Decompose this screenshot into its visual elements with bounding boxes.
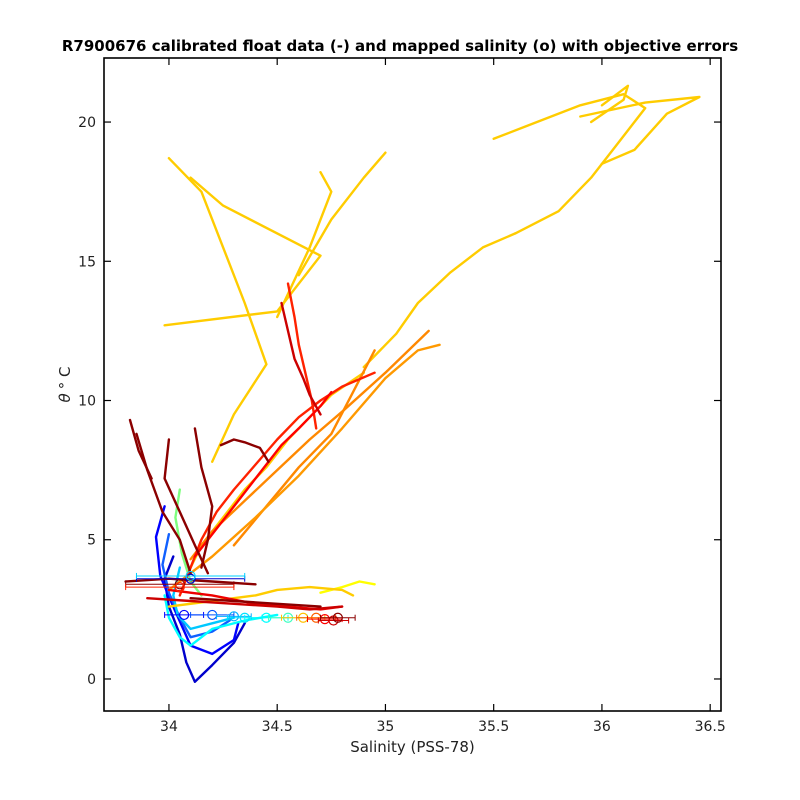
mapped-point-12 [135,570,246,582]
profile-line-25 [146,597,344,611]
mapped-point-2 [216,611,252,622]
y-axis-unit: ° C [56,367,74,390]
profile-line-9 [163,176,322,327]
profile-line-21 [286,282,318,430]
x-tick-label-0: 34 [160,719,178,735]
chart-title: R7900676 calibrated float data (-) and m… [62,37,738,55]
x-axis: 34 34.5 35 35.5 36 36.5 [160,58,726,735]
profile-line-17 [189,329,430,561]
profile-line-22 [193,391,333,558]
mapped-point-14 [125,581,235,593]
y-axis-symbol: θ [56,393,74,402]
plot-frame [103,57,722,712]
y-axis: 0 5 10 15 20 [78,115,721,688]
y-tick-label-3: 15 [78,254,96,270]
profile-line-10 [167,156,268,463]
profile-line-29 [219,438,270,463]
y-tick-label-0: 0 [87,672,96,688]
profile-line-28 [193,427,214,569]
series-layer [124,84,701,683]
profile-line-27 [163,438,210,575]
profile-line-7 [167,585,355,608]
mapped-points-layer [125,570,356,626]
profile-line-6 [319,580,376,594]
profile-line-30 [128,418,153,480]
mapped-point-10 [319,612,356,623]
y-tick-label-2: 10 [78,394,96,410]
y-tick-label-4: 20 [78,115,96,131]
profile-line-16 [589,84,630,124]
x-tick-label-4: 36 [593,719,611,735]
y-axis-label: θ ° C [56,367,74,403]
profile-line-15 [579,95,701,166]
x-tick-label-3: 35.5 [478,719,509,735]
profile-line-12 [297,151,387,277]
profile-line-32 [189,597,322,608]
profile-line-13 [362,232,517,369]
profile-line-19 [167,343,441,592]
y-tick-label-1: 5 [87,533,96,549]
x-tick-label-1: 34.5 [262,719,293,735]
x-axis-label: Salinity (PSS-78) [350,738,475,756]
profile-line-1 [154,505,240,656]
profile-line-26 [135,432,192,575]
profile-line-11 [276,170,333,319]
profile-line-24 [280,301,322,416]
mapped-point-1 [190,609,235,621]
x-tick-label-2: 35 [377,719,395,735]
profile-line-14 [492,92,647,235]
x-tick-label-5: 36.5 [695,719,726,735]
